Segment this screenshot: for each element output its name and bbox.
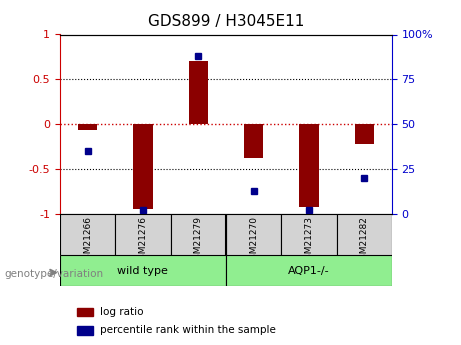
Bar: [78, 124, 97, 130]
Bar: [133, 124, 153, 209]
Bar: [77, 308, 93, 316]
Text: GSM21276: GSM21276: [138, 216, 148, 265]
Bar: [355, 124, 374, 144]
FancyBboxPatch shape: [115, 214, 171, 255]
Text: wild type: wild type: [118, 266, 168, 276]
Text: genotype/variation: genotype/variation: [5, 269, 104, 279]
FancyBboxPatch shape: [281, 214, 337, 255]
Title: GDS899 / H3045E11: GDS899 / H3045E11: [148, 14, 304, 29]
FancyBboxPatch shape: [171, 214, 226, 255]
Text: GSM21279: GSM21279: [194, 216, 203, 265]
Text: AQP1-/-: AQP1-/-: [288, 266, 330, 276]
Text: GSM21282: GSM21282: [360, 216, 369, 265]
Text: percentile rank within the sample: percentile rank within the sample: [100, 325, 276, 335]
FancyBboxPatch shape: [226, 214, 281, 255]
Bar: [77, 326, 93, 335]
FancyBboxPatch shape: [337, 214, 392, 255]
FancyBboxPatch shape: [60, 214, 115, 255]
Bar: [299, 124, 319, 207]
Bar: [244, 124, 263, 158]
Text: GSM21270: GSM21270: [249, 216, 258, 265]
Text: GSM21273: GSM21273: [304, 216, 313, 265]
Bar: [189, 61, 208, 124]
Text: log ratio: log ratio: [100, 307, 143, 317]
FancyBboxPatch shape: [226, 255, 392, 286]
Text: GSM21266: GSM21266: [83, 216, 92, 265]
FancyBboxPatch shape: [60, 255, 226, 286]
